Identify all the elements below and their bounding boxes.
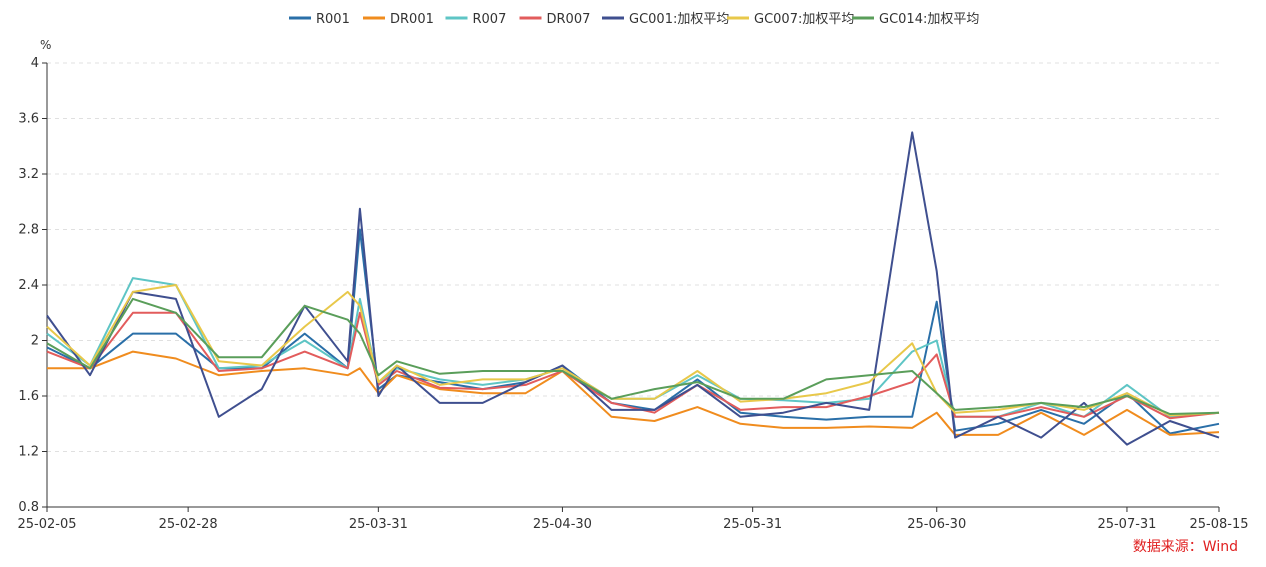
series-line-6: [46, 297, 1220, 415]
y-tick-label: 3.2: [18, 167, 39, 182]
legend-label: DR001: [390, 12, 434, 27]
legend-item-0[interactable]: R001: [289, 12, 350, 27]
legend-item-6[interactable]: GC014:加权平均: [852, 11, 979, 27]
legend-label: R007: [473, 12, 507, 27]
legend-item-4[interactable]: GC001:加权平均: [602, 11, 729, 27]
y-axis-unit-label: %: [40, 38, 51, 52]
legend-item-1[interactable]: DR001: [363, 12, 434, 27]
legend-label: GC001:加权平均: [629, 11, 729, 27]
x-tick-label: 25-03-31: [349, 517, 408, 532]
series-lines: [46, 131, 1220, 446]
y-tick-label: 2.8: [18, 223, 39, 238]
y-tick-label: 4: [31, 56, 39, 71]
x-tick-label: 25-07-31: [1097, 517, 1156, 532]
legend-item-2[interactable]: R007: [445, 12, 507, 27]
y-tick-label: 3.6: [18, 112, 39, 127]
x-tick-label: 25-02-05: [17, 517, 76, 532]
y-tick-label: 2: [31, 334, 39, 349]
x-tick-label: 25-08-15: [1189, 517, 1248, 532]
y-axis: 0.8 1.2 1.6 2 2.4 2.8 3.2 3.6 4: [18, 56, 48, 515]
legend-label: GC007:加权平均: [754, 11, 854, 27]
x-tick-label: 25-02-28: [159, 517, 218, 532]
legend-label: GC014:加权平均: [879, 11, 979, 27]
legend[interactable]: R001 DR001 R007 DR007 GC001:加权平均 GC007:加权平均 GC…: [289, 11, 979, 27]
x-axis: 25-02-05 25-02-28 25-03-31 25-04-30 25-05-31…: [17, 506, 1249, 532]
legend-label: R001: [316, 12, 350, 27]
y-tick-label: 1.6: [18, 389, 39, 404]
y-tick-label: 1.2: [18, 445, 39, 460]
x-tick-label: 25-05-31: [723, 517, 782, 532]
grid-lines: [47, 62, 1219, 452]
x-tick-label: 25-04-30: [533, 517, 592, 532]
x-tick-label: 25-06-30: [907, 517, 966, 532]
legend-item-5[interactable]: GC007:加权平均: [727, 11, 854, 27]
y-tick-label: 0.8: [18, 500, 39, 515]
data-source-label: 数据来源：Wind: [1133, 539, 1238, 555]
legend-item-3[interactable]: DR007: [519, 12, 591, 27]
series-line-4: [46, 131, 1220, 446]
y-tick-label: 2.4: [18, 278, 39, 293]
series-line-1: [47, 350, 1220, 436]
legend-label: DR007: [547, 12, 591, 27]
